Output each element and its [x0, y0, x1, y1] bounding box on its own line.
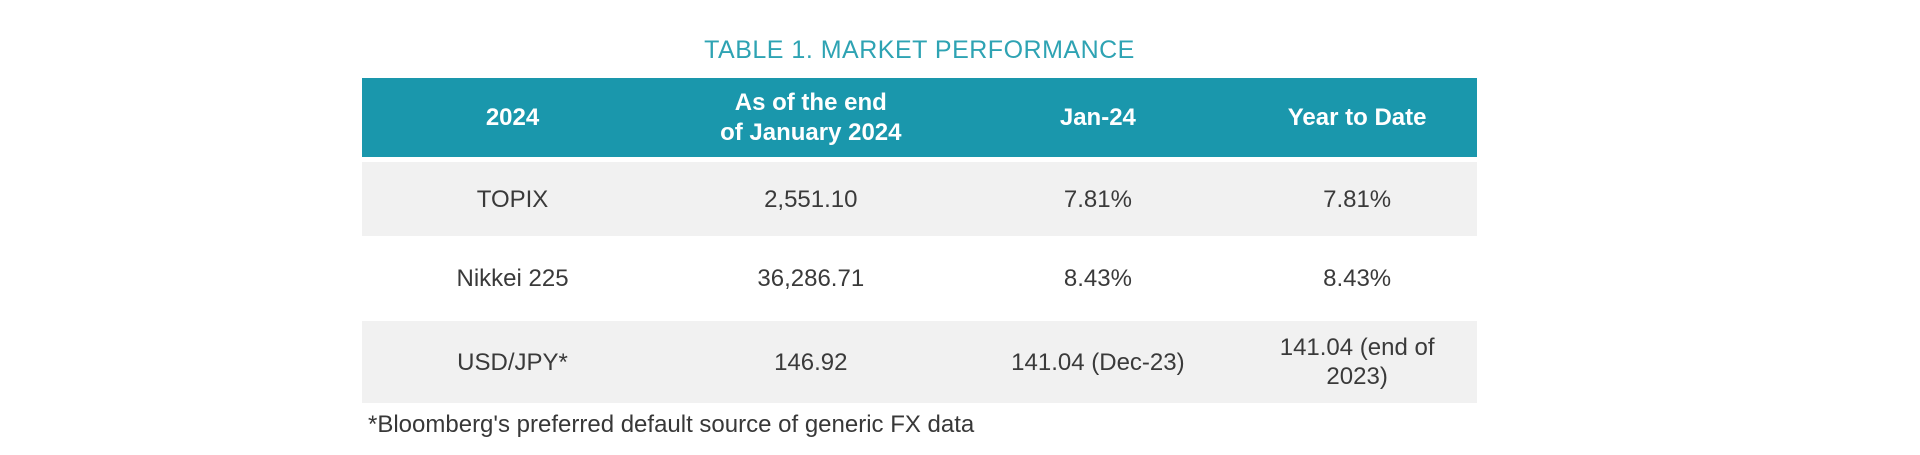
cell-topix-level: 2,551.10	[764, 185, 858, 213]
cell-usd-jpy-level: 146.92	[774, 348, 848, 376]
cell-usd-jpy-ytd-value: 141.04 (end of 2023)	[1279, 334, 1435, 390]
cell-usd-jpy-jan-value: 141.04 (Dec-23)	[1011, 348, 1185, 376]
table-row-nikkei-225: Nikkei 225 36,286.71 8.43% 8.43%	[362, 236, 1477, 321]
header-cell-as-of-end-of-january: As of the end of January 2024	[720, 88, 902, 146]
cell-nikkei-ytd-return: 8.43%	[1323, 265, 1392, 292]
header-cell-year-to-date: Year to Date	[1287, 103, 1427, 131]
table-row-topix: TOPIX 2,551.10 7.81% 7.81%	[362, 162, 1477, 236]
row-label-usd-jpy: USD/JPY*	[457, 348, 568, 376]
cell-nikkei-level: 36,286.71	[757, 265, 865, 292]
row-label-topix: TOPIX	[476, 185, 549, 213]
header-cell-year: 2024	[485, 103, 540, 131]
table-row-usd-jpy: USD/JPY* 146.92 141.04 (Dec-23) 141.04 (…	[362, 321, 1477, 403]
row-label-nikkei-225: Nikkei 225	[456, 265, 569, 292]
cell-topix-ytd-return: 7.81%	[1323, 185, 1392, 213]
footnote: *Bloomberg's preferred default source of…	[368, 411, 975, 438]
cell-nikkei-jan-return: 8.43%	[1063, 265, 1132, 292]
header-separator	[362, 157, 1477, 162]
market-performance-table: 2024 As of the end of January 2024 Jan-2…	[362, 78, 1477, 403]
cell-topix-jan-return: 7.81%	[1063, 185, 1132, 213]
table-title: TABLE 1. MARKET PERFORMANCE	[704, 36, 1135, 64]
table-header-row: 2024 As of the end of January 2024 Jan-2…	[362, 78, 1477, 157]
header-cell-jan-24: Jan-24	[1059, 103, 1136, 131]
